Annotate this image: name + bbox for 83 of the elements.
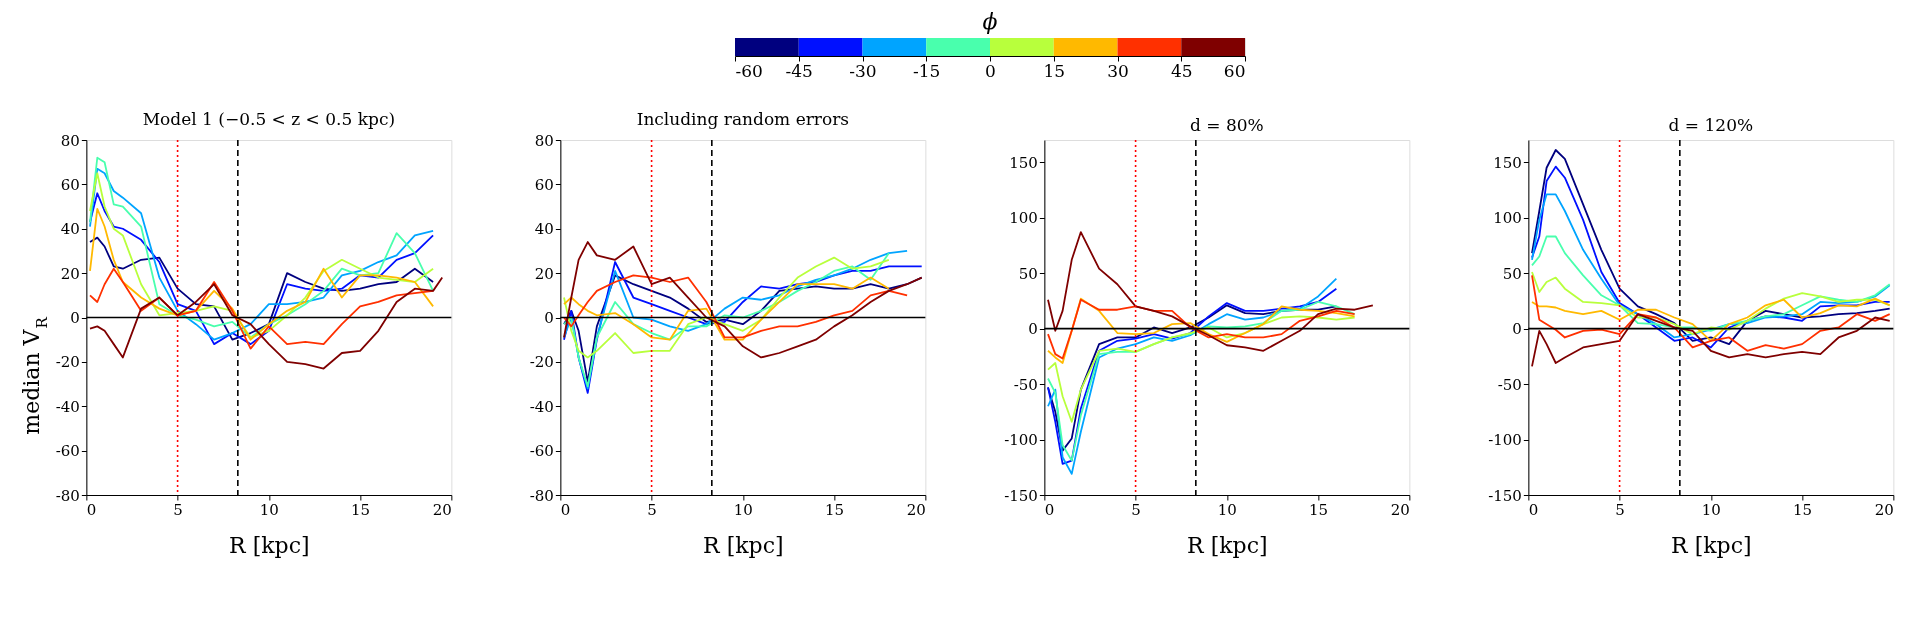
color-bar-label: 0 — [985, 60, 996, 81]
x-tick-label: 0 — [86, 500, 97, 519]
x-tick-label: 10 — [259, 500, 279, 519]
x-tick-label: 10 — [733, 500, 753, 519]
y-tick-label: 100 — [1493, 209, 1522, 228]
line-series — [89, 276, 444, 370]
x-tick-label: 10 — [1217, 500, 1237, 519]
y-tick-label: 100 — [1009, 209, 1038, 228]
line-series — [1531, 235, 1891, 332]
line-series — [1531, 297, 1891, 342]
y-tick-label: -50 — [1497, 375, 1522, 394]
color-bar-label: -60 — [735, 60, 763, 81]
y-tick-label: -20 — [529, 353, 554, 372]
x-tick-label: 0 — [1528, 500, 1539, 519]
y-tick-label: -80 — [529, 486, 554, 505]
y-tick-label: 0 — [1512, 320, 1522, 339]
y-tick-label: -150 — [1488, 486, 1522, 505]
x-tick-label: 20 — [906, 500, 926, 519]
y-tick-label: -100 — [1004, 431, 1038, 450]
x-tick-label: 15 — [351, 500, 371, 519]
y-tick-label: 50 — [1502, 264, 1522, 283]
chart-title: d = 80% — [1189, 115, 1264, 136]
x-tick-label: 15 — [1793, 500, 1813, 519]
y-tick-label: -60 — [529, 442, 554, 461]
y-tick-label: 40 — [534, 220, 554, 239]
x-axis-title: R [kpc] — [1187, 532, 1268, 558]
y-tick-label: -100 — [1488, 431, 1522, 450]
y-axis-title: median VR — [19, 316, 52, 435]
y-tick-label: 50 — [1018, 264, 1038, 283]
y-tick-label: 150 — [1009, 153, 1038, 172]
y-tick-label: -80 — [55, 486, 80, 505]
line-series — [89, 267, 434, 350]
line-series — [563, 241, 923, 359]
y-tick-label: 40 — [60, 220, 80, 239]
line-series — [1047, 231, 1374, 352]
x-tick-label: 20 — [432, 500, 452, 519]
x-tick-label: 0 — [560, 500, 571, 519]
y-tick-label: 60 — [534, 175, 554, 194]
x-tick-label: 5 — [1615, 500, 1625, 519]
x-tick-label: 5 — [1131, 500, 1141, 519]
x-tick-label: 0 — [1044, 500, 1055, 519]
y-tick-label: -40 — [55, 397, 80, 416]
y-tick-label: 80 — [60, 131, 80, 150]
x-tick-label: 20 — [1874, 500, 1894, 519]
line-series — [1531, 274, 1891, 352]
y-tick-label: 0 — [70, 309, 80, 327]
y-tick-label: 150 — [1493, 153, 1522, 172]
x-tick-label: 20 — [1390, 500, 1410, 519]
color-bar-label: -15 — [913, 60, 941, 81]
color-bar-label: -45 — [785, 60, 813, 81]
y-tick-label: 20 — [534, 264, 554, 283]
x-axis-title: R [kpc] — [703, 532, 784, 558]
line-series — [89, 236, 434, 341]
x-axis-title: R [kpc] — [1671, 532, 1752, 558]
line-series — [1531, 313, 1891, 368]
line-series — [563, 256, 890, 359]
y-tick-label: -60 — [55, 442, 80, 461]
x-axis-title: R [kpc] — [229, 532, 310, 558]
x-tick-label: 15 — [1309, 500, 1329, 519]
y-tick-label: -40 — [529, 397, 554, 416]
y-tick-label: 0 — [544, 309, 554, 327]
y-tick-label: 60 — [60, 175, 80, 194]
color-bar-label: -30 — [849, 60, 877, 81]
x-tick-label: 15 — [825, 500, 845, 519]
y-tick-label: 0 — [1028, 320, 1038, 339]
y-tick-label: -20 — [55, 353, 80, 372]
y-tick-label: -50 — [1013, 375, 1038, 394]
x-tick-label: 5 — [173, 500, 183, 519]
line-series — [1531, 193, 1891, 339]
color-bar-label: 15 — [1043, 60, 1066, 81]
color-bar-label: 30 — [1107, 60, 1129, 81]
color-bar-label: 60 — [1223, 60, 1246, 81]
line-series — [1047, 315, 1356, 423]
color-bar-label: 45 — [1170, 60, 1193, 81]
y-tick-label: 20 — [60, 264, 80, 283]
y-tick-label: -150 — [1004, 486, 1038, 505]
color-bar-title: ϕ — [982, 9, 998, 34]
chart-title: Including random errors — [636, 109, 850, 129]
chart-title: Model 1 (−0.5 < z < 0.5 kpc) — [142, 109, 396, 129]
x-tick-label: 5 — [647, 500, 657, 519]
chart-title: d = 120% — [1668, 115, 1754, 136]
x-tick-label: 10 — [1701, 500, 1721, 519]
y-tick-label: 80 — [534, 131, 554, 150]
